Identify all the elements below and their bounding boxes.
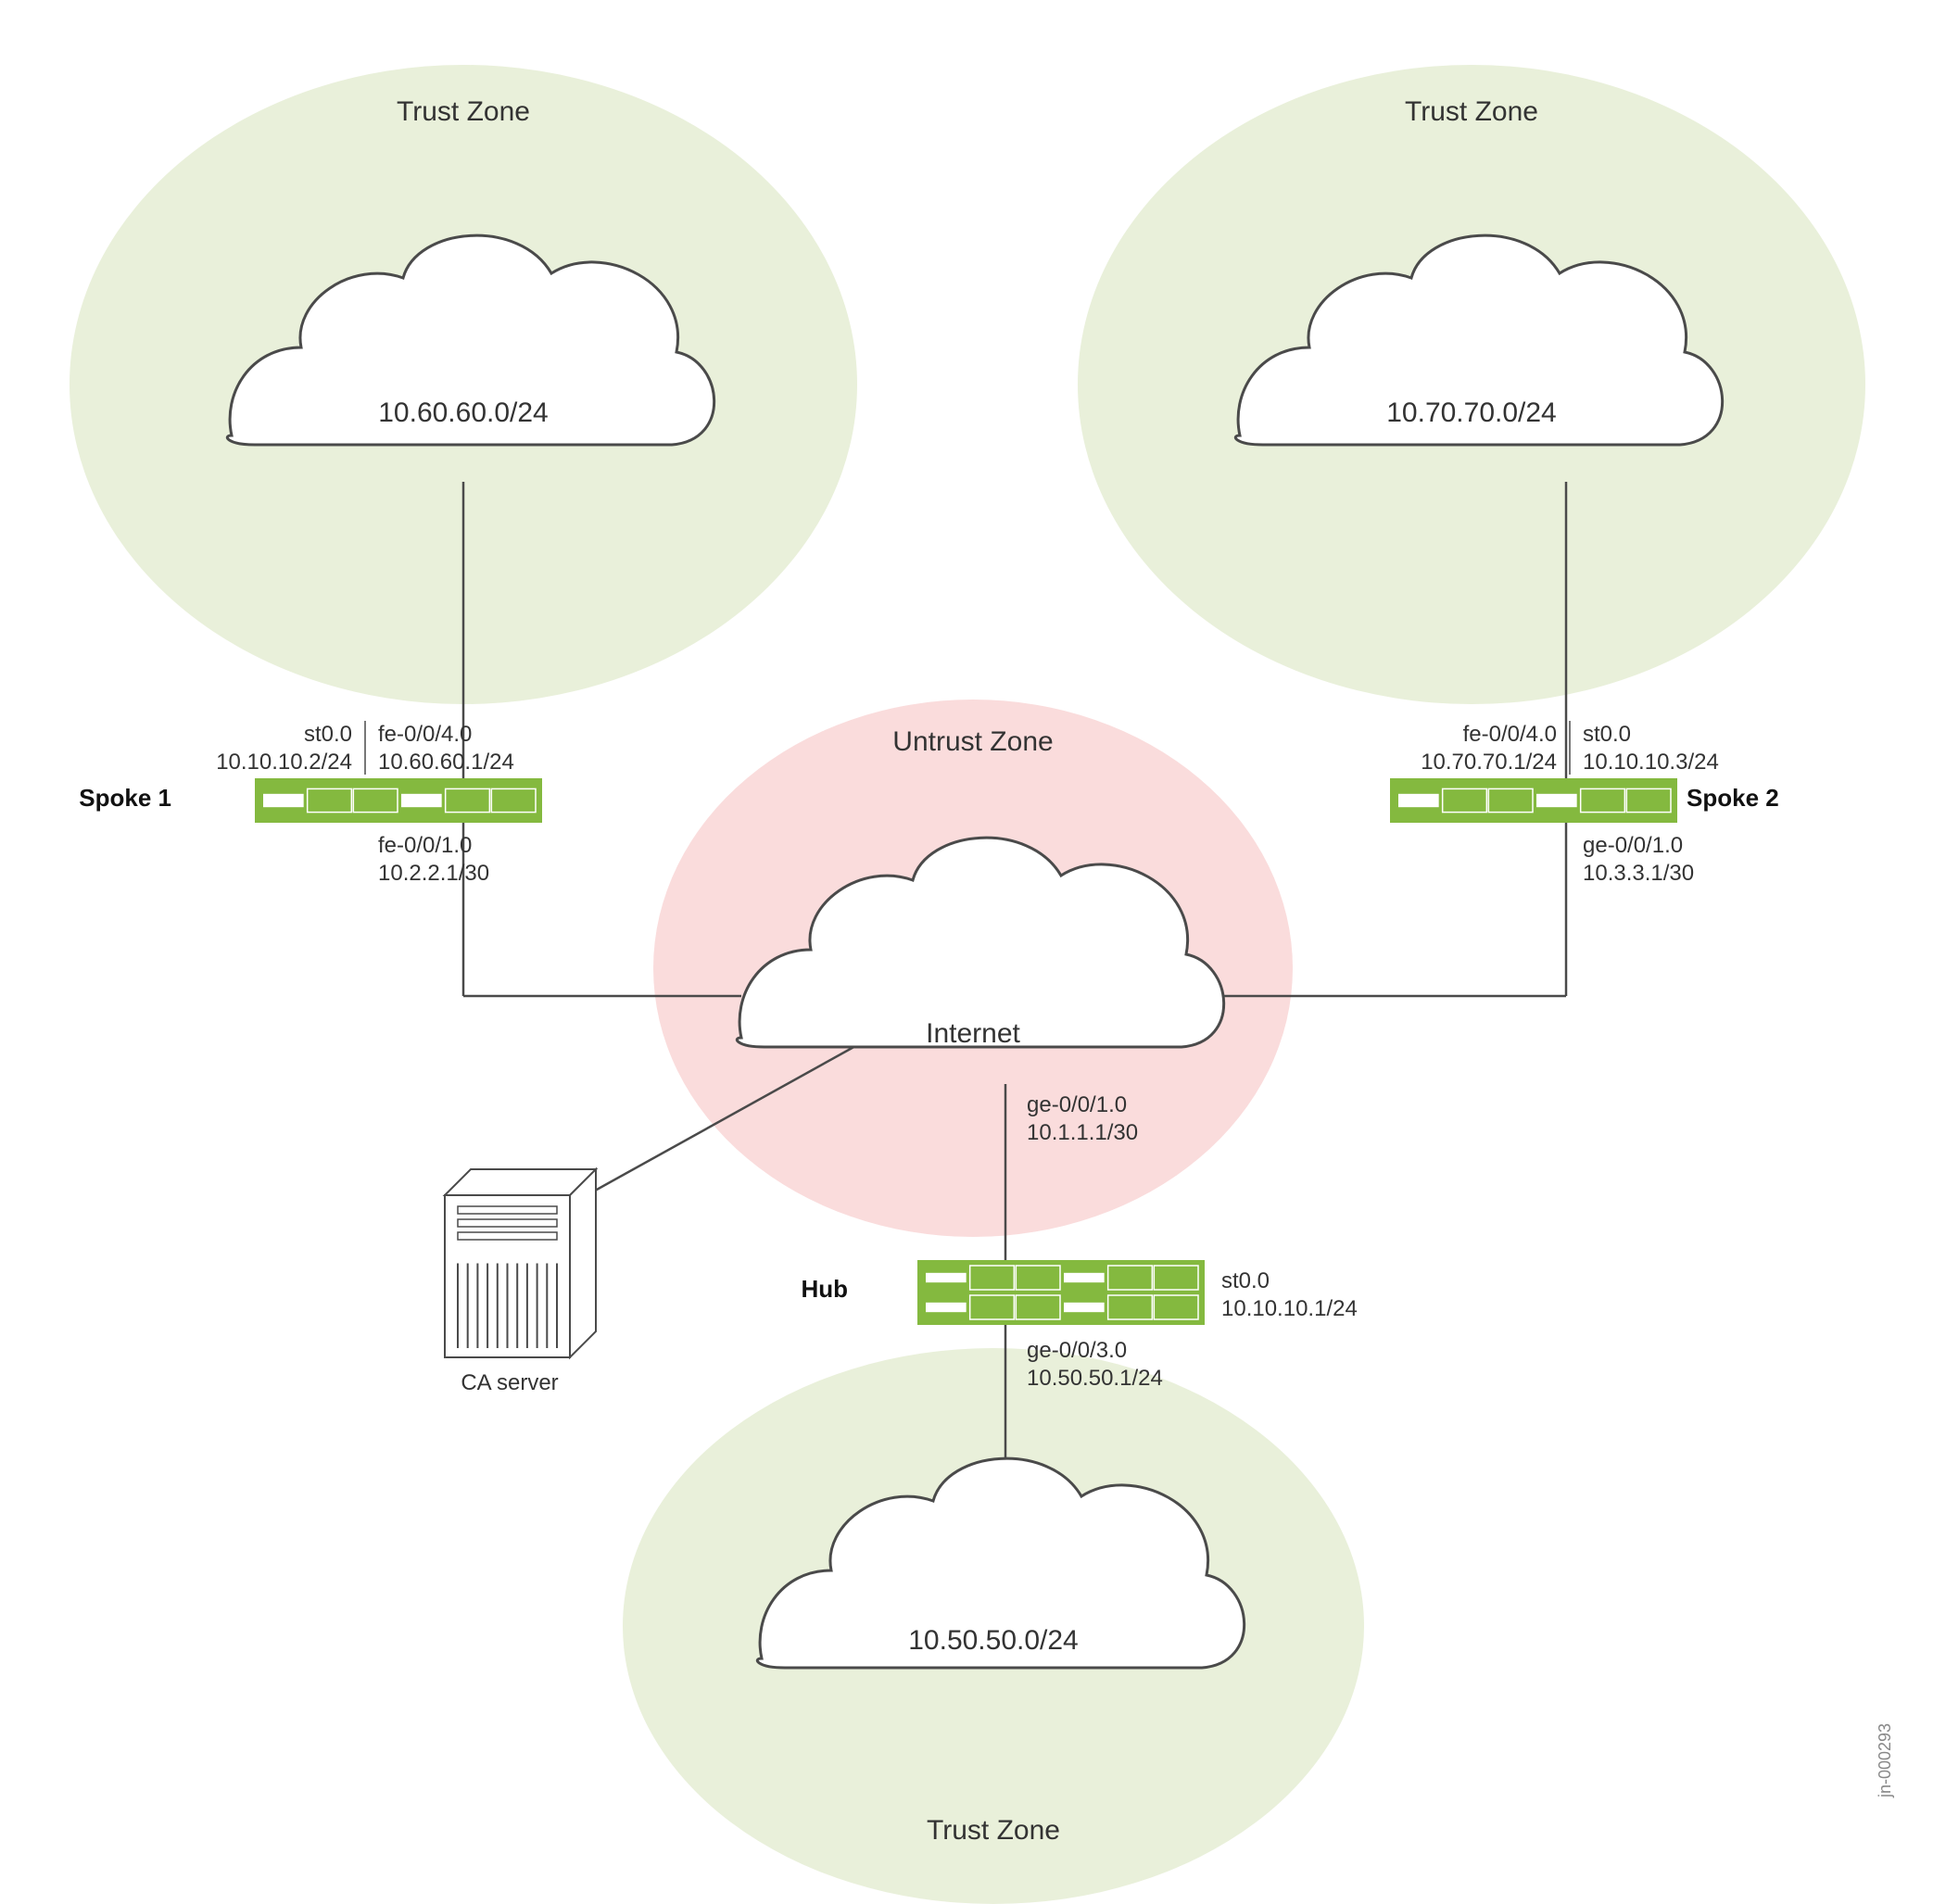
iface-hub-ge3-name: ge-0/0/3.0	[1027, 1338, 1127, 1363]
iface-spoke2-ge1-name: ge-0/0/1.0	[1583, 833, 1683, 858]
spoke2-device	[1390, 778, 1677, 823]
subnet-label-center: Internet	[926, 1018, 1020, 1049]
iface-hub-st0-name: st0.0	[1221, 1268, 1270, 1293]
iface-hub-ge1-addr: 10.1.1.1/30	[1027, 1120, 1138, 1145]
svg-text:jn-000293: jn-000293	[1876, 1723, 1894, 1798]
ca-server-device	[445, 1169, 596, 1357]
zone-label-top_left: Trust Zone	[397, 96, 530, 127]
iface-hub-ge3-addr: 10.50.50.1/24	[1027, 1366, 1163, 1391]
subnet-label-top_right: 10.70.70.0/24	[1386, 397, 1557, 428]
iface-hub-st0-addr: 10.10.10.1/24	[1221, 1296, 1358, 1321]
zone-label-top_right: Trust Zone	[1405, 96, 1538, 127]
ca-server-label: CA server	[461, 1370, 558, 1395]
spoke1-device	[255, 778, 542, 823]
device-name-spoke1: Spoke 1	[79, 784, 171, 812]
iface-spoke2-fe4-name: fe-0/0/4.0	[1463, 722, 1557, 747]
iface-hub-ge1-name: ge-0/0/1.0	[1027, 1092, 1127, 1117]
iface-spoke2-fe4-addr: 10.70.70.1/24	[1421, 750, 1557, 775]
iface-spoke1-fe4-name: fe-0/0/4.0	[378, 722, 472, 747]
device-name-hub: Hub	[801, 1275, 848, 1303]
image-id: jn-000293	[1876, 1723, 1894, 1798]
hub-device	[917, 1260, 1205, 1325]
subnet-label-top_left: 10.60.60.0/24	[378, 397, 549, 428]
iface-spoke1-st0-name: st0.0	[304, 722, 352, 747]
iface-spoke1-fe1-name: fe-0/0/1.0	[378, 833, 472, 858]
zone-label-center: Untrust Zone	[892, 726, 1053, 757]
iface-spoke2-ge1-addr: 10.3.3.1/30	[1583, 861, 1694, 886]
iface-spoke2-st0-addr: 10.10.10.3/24	[1583, 750, 1719, 775]
subnet-label-bottom: 10.50.50.0/24	[908, 1625, 1079, 1656]
device-name-spoke2: Spoke 2	[1687, 784, 1779, 812]
iface-spoke2-st0-name: st0.0	[1583, 722, 1631, 747]
iface-spoke1-fe1-addr: 10.2.2.1/30	[378, 861, 489, 886]
iface-spoke1-st0-addr: 10.10.10.2/24	[216, 750, 352, 775]
iface-spoke1-fe4-addr: 10.60.60.1/24	[378, 750, 514, 775]
zone-label-bottom: Trust Zone	[927, 1815, 1060, 1846]
